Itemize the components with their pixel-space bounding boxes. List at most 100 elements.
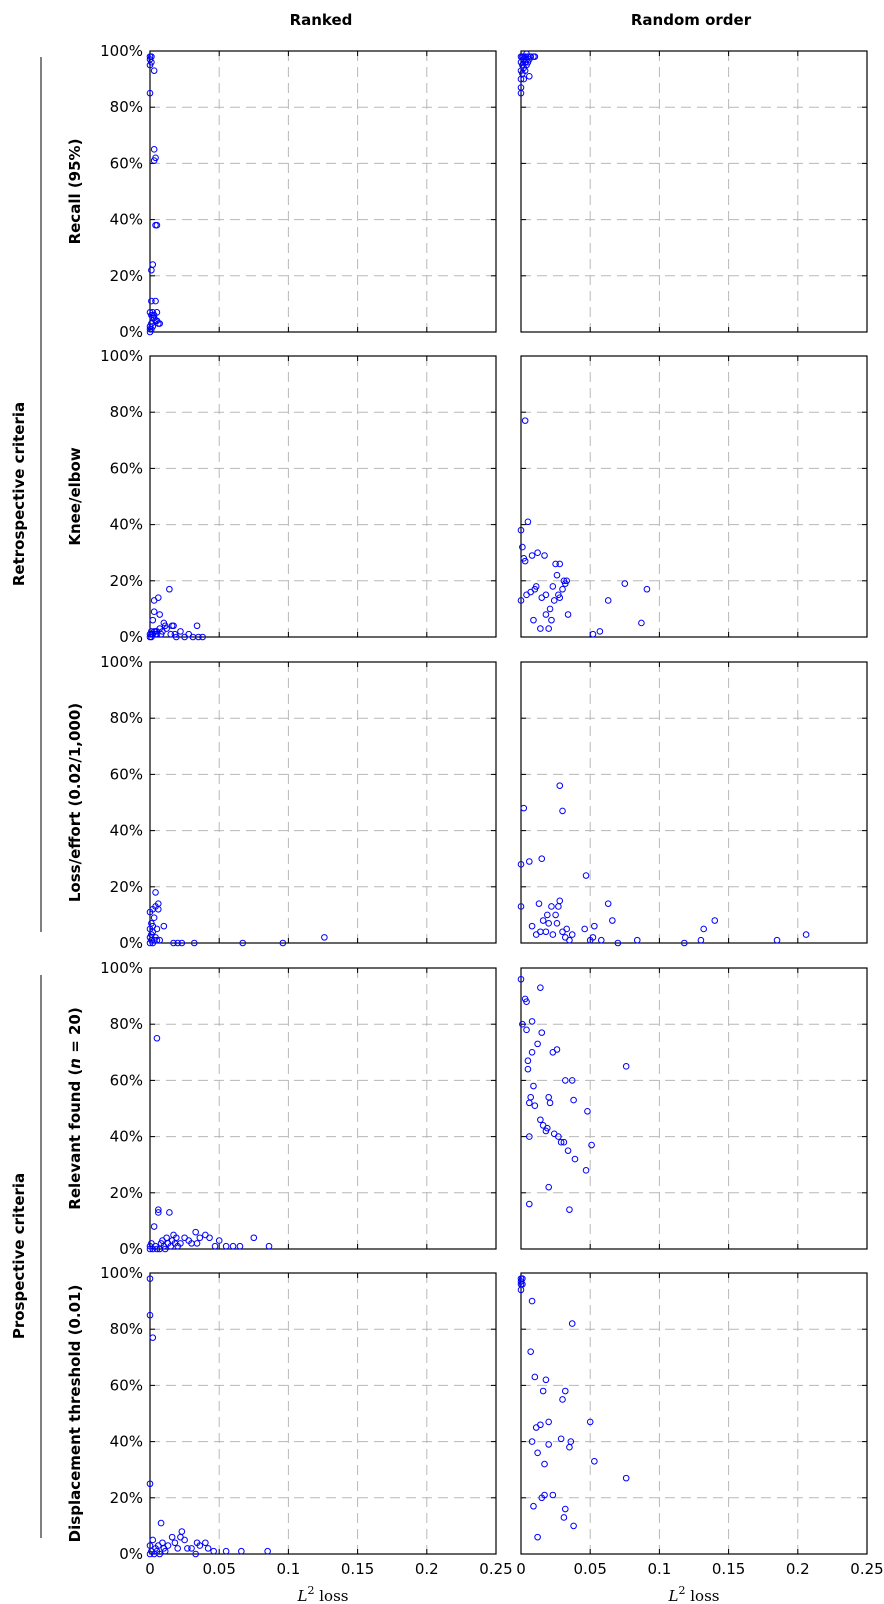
data-point [542,591,550,599]
y-tick-label: 0% [119,1545,143,1563]
y-tick-label: 100% [100,347,143,365]
data-point [206,1234,213,1242]
column-title-random-order: Random order [631,11,752,29]
data-point [549,1491,557,1499]
data-point [517,861,525,868]
x-tick-label: 0.2 [415,1560,439,1578]
row-label-recall: Recall (95%) [66,139,84,245]
x-tick-label: 0.05 [573,1560,606,1578]
data-point [568,1320,576,1327]
data-point [150,146,158,153]
data-point [614,939,622,947]
group-label-prospective: Prospective criteria [10,1173,28,1339]
data-point [163,625,170,632]
x-tick-label: 0.15 [712,1560,745,1578]
data-point [239,939,247,947]
data-point [609,917,616,924]
data-point [150,608,158,616]
data-point [153,309,161,316]
row-label-knee-elbow: Knee/elbow [66,447,84,545]
data-point [523,998,530,1006]
panel-relevant-found-ranked: 0% 20% 40% 60% 80% 100% [100,959,497,1258]
data-point [559,807,566,815]
data-point [591,1457,598,1465]
data-point [561,1387,569,1395]
data-point [534,1040,541,1048]
data-point [229,1242,237,1250]
data-point [178,939,186,947]
data-point [546,605,554,613]
data-point [557,1138,565,1146]
data-point [156,936,163,944]
data-point [589,934,597,941]
data-point [531,1102,539,1109]
data-point [566,1443,573,1451]
data-point [524,518,532,526]
data-point [210,1547,217,1555]
y-tick-label: 40% [110,516,143,534]
data-point [166,1209,173,1216]
data-point [178,1528,186,1535]
data-point [550,597,558,604]
data-point [172,1234,180,1242]
data-point [555,903,562,910]
data-point [167,630,175,638]
data-point [530,616,537,624]
x-tick-label: 0.25 [479,1560,512,1578]
panel-frame [149,1272,497,1555]
data-point [166,585,173,593]
y-tick-label: 80% [110,1320,143,1338]
panel-relevant-found-random [517,967,868,1250]
data-point [526,1200,533,1208]
data-point [561,1077,569,1084]
data-point [526,72,533,80]
data-point [543,1124,551,1132]
y-tick-label: 20% [110,1184,143,1202]
data-point [582,872,590,879]
data-point [566,936,573,944]
x-tick-label: 0 [516,1560,526,1578]
data-point [196,1234,204,1242]
data-point [321,934,328,941]
data-point [177,628,184,635]
data-point [148,58,155,66]
panel-displacement-threshold-random: 0 0.05 0.1 0.15 0.2 0.25 L2 loss [516,1272,884,1604]
data-point [560,1138,568,1146]
data-point [156,611,163,618]
data-point [534,549,541,557]
data-point [681,939,688,947]
data-point [157,1519,165,1527]
data-point [155,1209,162,1216]
data-point [553,571,561,579]
data-point [561,1505,569,1513]
data-point [581,925,588,933]
column-title-ranked: Ranked [290,11,353,29]
y-tick-label: 0% [119,323,143,341]
data-point [146,1275,154,1282]
panel-loss-effort-random [517,661,868,947]
data-point [521,417,529,424]
data-point [202,1539,209,1547]
row-label-loss-effort: Loss/effort (0.02/1,000) [66,703,84,902]
data-point [172,633,180,641]
data-point [556,897,564,905]
y-tick-label: 80% [110,709,143,727]
data-point [520,804,528,812]
y-tick-label: 0% [119,934,143,952]
data-point [711,917,719,924]
data-point [211,1242,219,1250]
panel-frame [149,50,497,333]
data-point [149,616,157,624]
data-point [238,1547,245,1555]
data-point [802,931,810,938]
y-tick-label: 60% [110,154,143,172]
data-point [153,925,161,933]
data-point [545,1418,552,1426]
data-point [638,619,645,627]
data-point [604,597,612,604]
data-point [520,75,528,83]
data-point [170,622,177,630]
data-point [700,925,707,933]
data-point [564,611,572,618]
